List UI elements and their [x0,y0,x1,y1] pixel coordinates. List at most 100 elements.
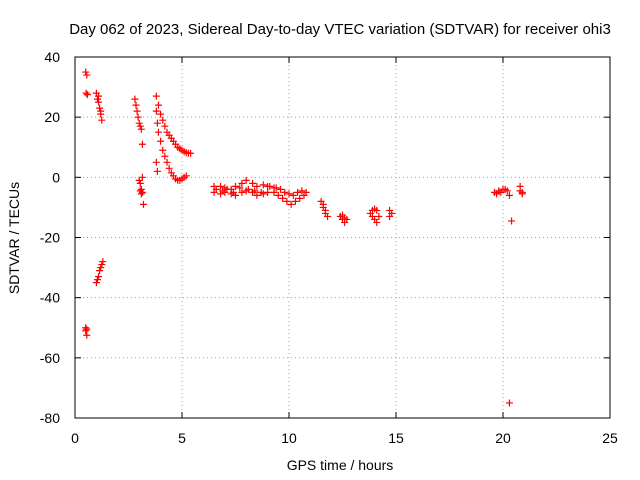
y-tick-label: -40 [40,290,60,306]
data-point [154,128,162,136]
data-point [232,182,239,190]
x-tick-label: 20 [495,430,511,446]
data-point [138,140,146,148]
data-point [501,185,509,193]
data-point [152,92,160,100]
data-point [132,101,140,109]
data-point [95,273,103,281]
data-point [212,185,220,193]
y-tick-label: -60 [40,350,60,366]
data-point [251,187,259,195]
data-point [137,190,145,198]
y-axis-label: SDTVAR / TECUs [6,182,22,294]
data-point [375,212,383,220]
data-point [92,279,100,287]
data-point [139,200,147,208]
data-point [187,149,195,157]
data-point [96,104,104,112]
data-point [219,187,227,195]
plot-frame [74,56,611,419]
x-tick-label: 10 [281,430,297,446]
data-point [152,107,160,115]
axes: 0 5 10 15 20 25 -80 -60 -40 -20 0 20 40 [40,49,618,446]
data-point [298,187,306,195]
data-point [137,125,145,133]
data-point [266,182,274,190]
data-point [236,184,244,192]
data-point [133,107,141,115]
data-point [289,191,297,199]
grid [75,57,610,418]
data-point [157,137,165,145]
data-point [505,191,513,199]
data-point [229,188,237,196]
data-point [253,191,261,199]
data-point [135,119,143,127]
data-point [283,197,291,205]
y-tick-label: 40 [44,49,60,65]
data-points [82,68,526,407]
data-point [281,188,289,196]
data-point [157,110,165,118]
y-tick-label: 20 [44,109,60,125]
data-point [83,331,91,339]
data-point [136,187,144,195]
data-point [163,158,171,166]
data-point [259,181,267,189]
data-point [83,71,91,79]
data-point [321,209,329,217]
data-point [93,95,101,103]
data-point [294,188,302,196]
data-point [296,194,304,202]
data-point [97,107,105,115]
data-point [274,191,282,199]
data-point [136,179,144,187]
data-point [136,122,144,130]
data-point [165,164,173,172]
data-point [508,217,516,225]
data-point [82,89,90,97]
data-point [276,185,284,193]
data-point [244,185,252,193]
data-point [217,182,225,190]
data-point [497,188,505,196]
data-point [95,92,103,100]
x-tick-label: 0 [71,430,79,446]
x-tick-label: 25 [602,430,618,446]
data-point [505,399,513,407]
data-point [373,218,381,226]
data-point [159,116,167,124]
data-point [161,152,169,160]
data-point [96,267,104,275]
data-point [518,190,526,198]
data-point [152,158,160,166]
data-point [93,276,101,284]
data-point [95,98,103,106]
data-point [82,324,90,332]
data-point [83,91,91,99]
data-point [98,116,106,124]
data-point [82,68,90,76]
data-point [153,119,161,127]
data-point [83,325,91,333]
data-point [270,188,278,196]
data-point [386,212,394,220]
x-tick-label: 15 [388,430,404,446]
data-point [287,200,295,208]
data-point [97,264,105,272]
data-point [131,95,139,103]
data-point [135,176,143,184]
x-axis-label: GPS time / hours [287,457,394,473]
data-point [302,188,310,196]
data-point [182,172,190,180]
data-point [153,167,161,175]
data-point [272,184,280,192]
data-point [257,188,265,196]
data-point [223,185,231,193]
chart-title: Day 062 of 2023, Sidereal Day-to-day VTE… [69,21,611,38]
y-tick-label: 0 [52,169,60,185]
data-point [373,206,381,214]
data-point [98,261,106,269]
data-point [238,188,246,196]
data-point [159,146,167,154]
